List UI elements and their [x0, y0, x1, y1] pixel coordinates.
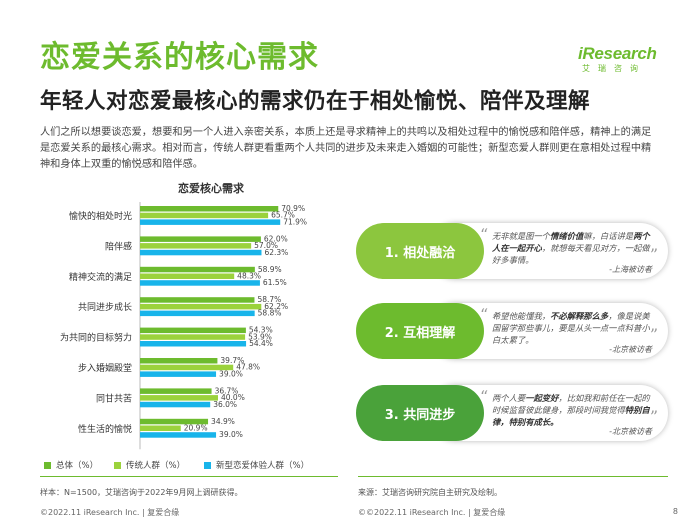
bar: [140, 327, 246, 334]
open-quote-icon: “: [480, 225, 489, 244]
bar-value-label: 71.9%: [283, 217, 307, 226]
sample-note: 样本：N=1500，艾瑞咨询于2022年9月网上调研获得。: [40, 488, 243, 497]
category-label: 共同进步成长: [78, 301, 132, 313]
bar: [140, 243, 252, 249]
divider-left: [40, 476, 338, 477]
quote-source: -上海被访者: [609, 265, 652, 274]
intro-paragraph: 人们之所以想要谈恋爱，想要和另一个人进入亲密关系，本质上还是寻求精神上的共鸣以及…: [40, 127, 652, 170]
bar-value-label: 39.7%: [220, 356, 244, 365]
quote-text: 两个人要一起变好，比如我和前任在一起的时候监督彼此健身，那段时间我觉得特别自律，…: [492, 393, 650, 427]
bar: [140, 388, 212, 394]
bar: [140, 395, 218, 401]
category-label: 步入婚姻殿堂: [78, 362, 132, 374]
legend-swatch-total: [44, 461, 51, 469]
bar-value-label: 57.0%: [254, 241, 278, 250]
legend-swatch-new: [204, 461, 211, 469]
divider-right: [358, 476, 668, 477]
bar-value-label: 62.0%: [264, 234, 288, 243]
bar: [140, 341, 247, 347]
insight-label: 1. 相处融洽: [356, 223, 484, 279]
legend-item-total: 总体（%）: [44, 459, 98, 471]
page-number: 8: [672, 507, 678, 516]
open-quote-icon: “: [480, 387, 489, 406]
legend-label-traditional: 传统人群（%）: [126, 461, 186, 471]
insight-card-2: “ 希望他能懂我，不必解释那么多，像是说美国留学那些事儿，要是从头一点一点科普小…: [356, 303, 668, 359]
bar: [140, 418, 209, 425]
insight-label: 2. 互相理解: [356, 303, 484, 359]
bar-value-label: 58.9%: [258, 265, 282, 274]
legend-label-new: 新型恋爱体验人群（%）: [216, 461, 310, 471]
bar: [140, 266, 255, 273]
bar-value-label: 62.3%: [264, 248, 288, 257]
quote-source: -北京被访者: [609, 345, 652, 354]
insight-label: 3. 共同进步: [356, 385, 484, 441]
bar: [140, 310, 255, 317]
bar: [140, 212, 269, 219]
logo-text: iResearch: [578, 44, 657, 63]
bar-value-label: 36.7%: [215, 386, 239, 395]
category-label: 性生活的愉悦: [78, 423, 132, 435]
bar-chart: 愉快的相处时光 70.9%65.7%71.9% 陪伴感 62.0%57.0%62.3%…: [60, 202, 307, 450]
bar-value-label: 62.2%: [264, 302, 288, 311]
footer-right: ©©2022.11 iResearch Inc. | 复爱合缘: [358, 508, 506, 517]
bar-value-label: 39.0%: [219, 369, 243, 378]
logo-subtext: 艾瑞咨询: [582, 64, 646, 73]
bar: [140, 280, 260, 286]
bar-value-label: 20.9%: [184, 424, 208, 433]
insight-card-1: “ 无非就是图一个情绪价值嘛，白话讲是两个人在一起开心，就想每天看见对方，一起做…: [356, 223, 668, 279]
legend-label-total: 总体（%）: [56, 461, 99, 471]
page-title: 恋爱关系的核心需求: [40, 40, 319, 75]
bar-value-label: 39.0%: [219, 430, 243, 439]
bar: [140, 249, 262, 256]
bar: [140, 401, 211, 408]
bar-value-label: 54.3%: [249, 326, 273, 335]
bar-value-label: 34.9%: [211, 417, 235, 426]
insight-card-3: “ 两个人要一起变好，比如我和前任在一起的时候监督彼此健身，那段时间我觉得特别自…: [356, 385, 668, 441]
bar: [140, 303, 262, 310]
category-label: 精神交流的满足: [69, 271, 132, 283]
legend-swatch-traditional: [114, 461, 121, 469]
quote-source: -北京被访者: [609, 427, 652, 436]
source-note: 来源：艾瑞咨询研究院自主研究及绘制。: [358, 488, 502, 497]
bar: [140, 334, 246, 340]
bar-value-label: 47.8%: [236, 363, 260, 372]
category-label: 同甘共苦: [96, 392, 132, 404]
bar: [140, 371, 217, 377]
bar: [140, 432, 217, 438]
close-quote-icon: ”: [649, 325, 658, 344]
close-quote-icon: ”: [649, 407, 658, 426]
bar-value-label: 40.0%: [221, 393, 245, 402]
bar-value-label: 61.5%: [263, 278, 287, 287]
quote-text: 希望他能懂我，不必解释那么多，像是说美国留学那些事儿，要是从头一点一点科普小白太…: [492, 311, 650, 345]
bar-value-label: 58.8%: [258, 309, 282, 318]
bar-value-label: 70.9%: [281, 204, 305, 213]
close-quote-icon: ”: [649, 245, 658, 264]
bar-value-label: 36.0%: [213, 400, 237, 409]
quote-text: 无非就是图一个情绪价值嘛，白话讲是两个人在一起开心，就想每天看见对方，一起做好多…: [492, 231, 650, 265]
bar: [140, 219, 281, 225]
bar: [140, 273, 235, 279]
iresearch-logo: iResearch 艾瑞咨询: [578, 44, 668, 74]
chart-title: 恋爱核心需求: [178, 182, 244, 195]
bar: [140, 425, 181, 431]
footer-left: ©2022.11 iResearch Inc. | 复爱合缘: [40, 508, 180, 517]
bar: [140, 206, 279, 212]
open-quote-icon: “: [480, 305, 489, 324]
category-label: 陪伴感: [105, 240, 132, 252]
bar-value-label: 48.3%: [237, 272, 261, 281]
bar: [140, 364, 234, 371]
bar-value-label: 53.9%: [248, 332, 272, 341]
bar: [140, 358, 218, 364]
bar: [140, 297, 255, 303]
bar: [140, 236, 261, 242]
category-label: 为共同的目标努力: [60, 332, 132, 344]
category-label: 愉快的相处时光: [69, 210, 132, 222]
bar-value-label: 58.7%: [257, 295, 281, 304]
bar-value-label: 65.7%: [271, 211, 295, 220]
legend-item-new: 新型恋爱体验人群（%）: [204, 459, 309, 471]
bar-value-label: 54.4%: [249, 339, 273, 348]
page-subtitle: 年轻人对恋爱最核心的需求仍在于相处愉悦、陪伴及理解: [40, 89, 591, 114]
legend-item-traditional: 传统人群（%）: [114, 459, 185, 471]
